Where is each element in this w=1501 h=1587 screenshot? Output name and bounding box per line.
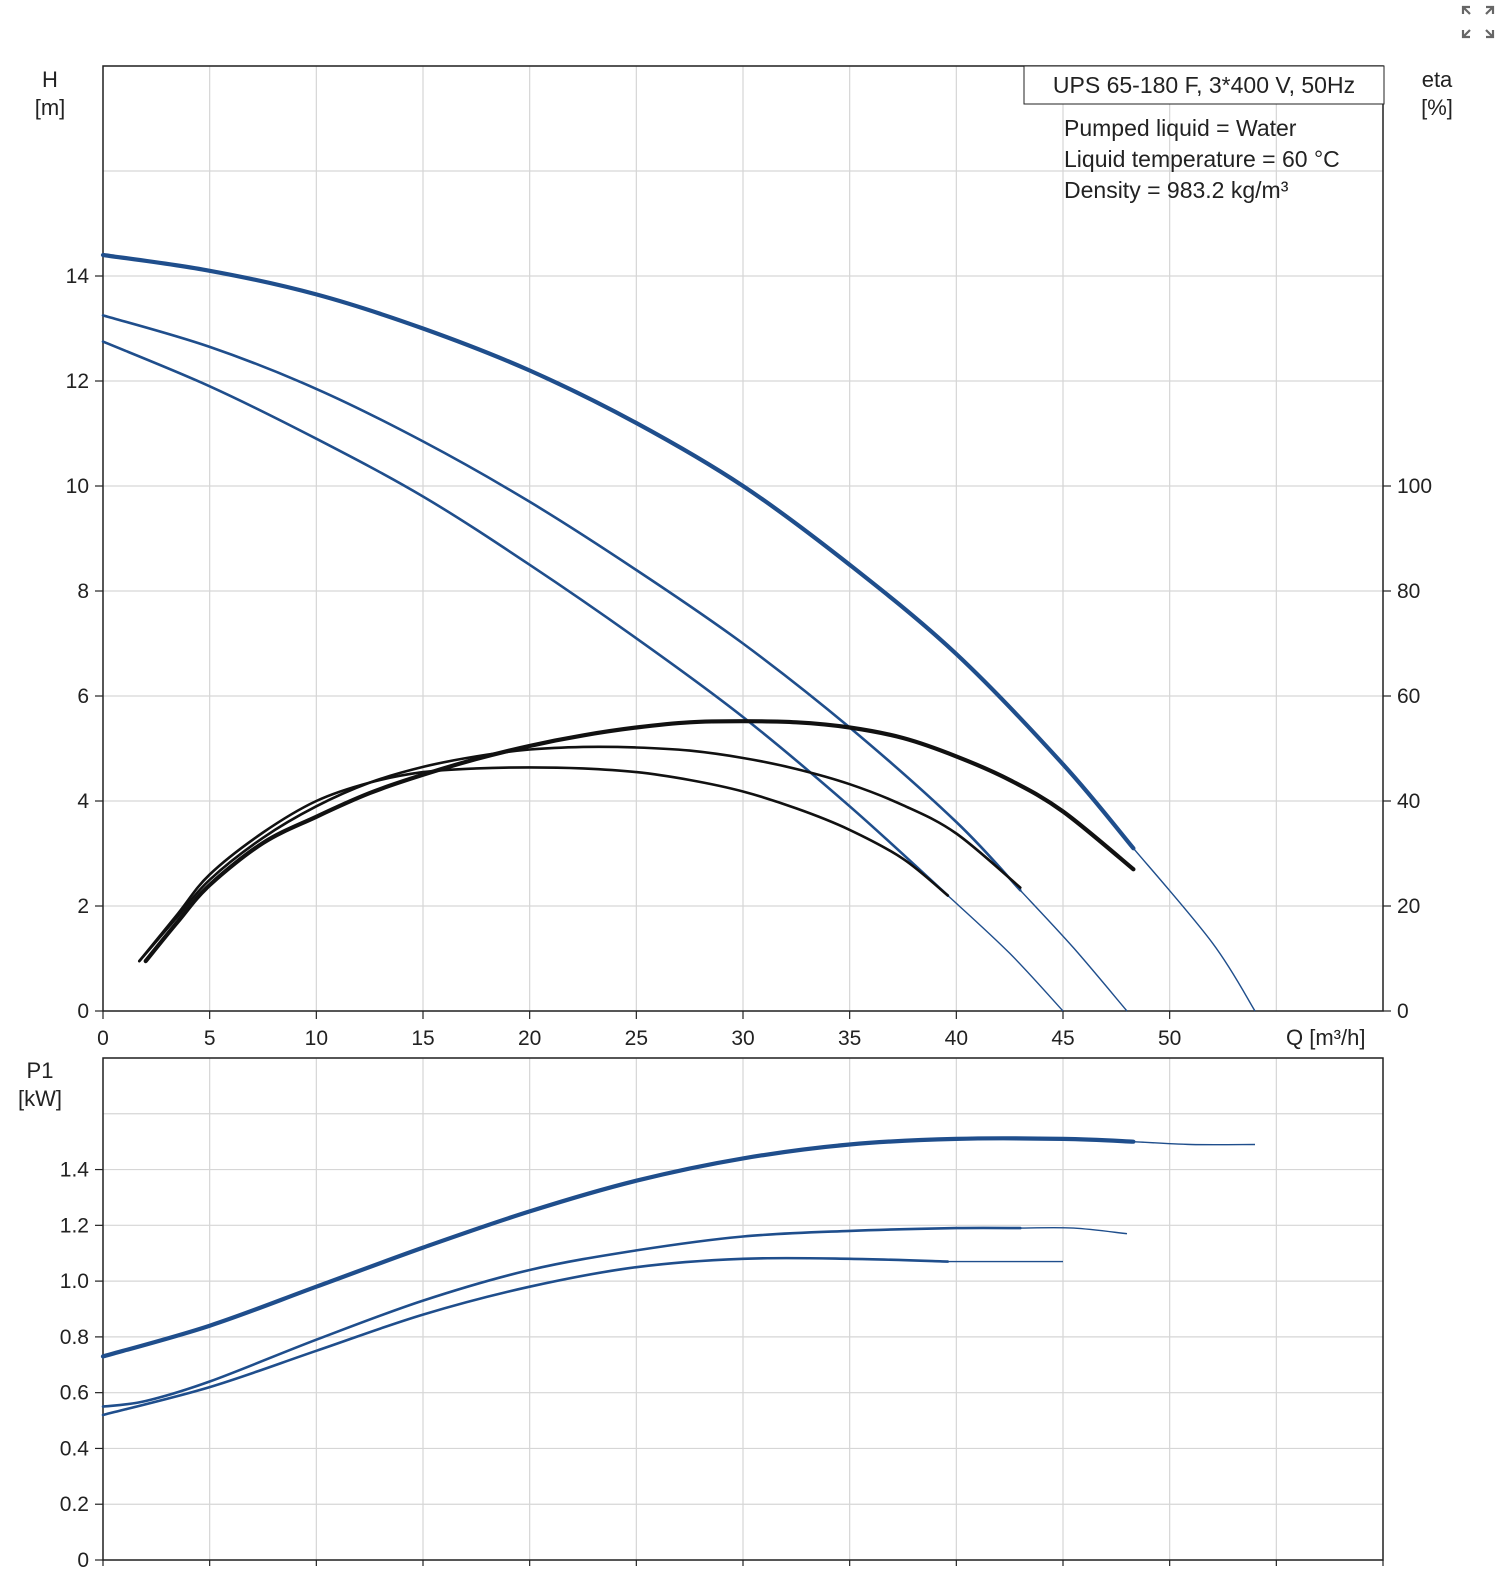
y-tick-label: 0.4 [60, 1437, 90, 1460]
y-tick-label: 6 [77, 685, 89, 708]
power-chart-series [100, 1136, 1256, 1417]
y-axis-unit-power: [kW] [18, 1086, 62, 1111]
y-axis-unit-head: [m] [35, 95, 66, 120]
x-tick-label: 20 [518, 1027, 541, 1050]
head-curve-line [101, 314, 1022, 892]
power-chart-ticks: 0 0.2 0.4 0.6 0.8 1.0 1.2 1.4 [60, 1159, 1384, 1572]
head-curve-extension-line [1132, 847, 1256, 1012]
expand-button[interactable] [1460, 4, 1496, 40]
y-tick-label: 8 [77, 580, 89, 603]
head-chart-series [100, 252, 1256, 1012]
x-tick-label: 15 [411, 1027, 434, 1050]
y2-axis-unit-eta: [%] [1421, 95, 1453, 120]
x-tick-label: 0 [97, 1027, 109, 1050]
y2-tick-label: 0 [1397, 1000, 1409, 1023]
y2-tick-label: 100 [1397, 475, 1432, 498]
y2-axis-label-eta: eta [1422, 67, 1453, 92]
x-tick-label: 45 [1051, 1027, 1074, 1050]
y-tick-label: 4 [77, 790, 89, 813]
y-axis-label-power: P1 [27, 1058, 54, 1083]
chart-title-box [1023, 65, 1385, 105]
x-tick-label: 5 [204, 1027, 216, 1050]
head-curve-line [101, 340, 950, 897]
x-tick-label: 50 [1158, 1027, 1181, 1050]
power-curve-extension-line [1133, 1141, 1256, 1146]
y-tick-label: 0.6 [60, 1382, 89, 1405]
y-tick-label: 0.8 [60, 1326, 89, 1349]
efficiency-curve-line [138, 745, 1022, 963]
y-tick-label: 12 [66, 370, 89, 393]
y2-tick-label: 80 [1397, 580, 1420, 603]
y-tick-label: 1.4 [60, 1159, 90, 1182]
power-curve-extension-line [1020, 1227, 1128, 1235]
head-curve-line [100, 252, 1136, 851]
head-chart-ticks: 0 2 4 6 8 10 12 14 0 20 40 60 80 100 0 5 10 15 20 25 30 35 40 4… [66, 265, 1432, 1050]
y-tick-label: 2 [77, 895, 89, 918]
y-tick-label: 10 [66, 475, 89, 498]
y2-tick-label: 40 [1397, 790, 1420, 813]
y-tick-label: 1.2 [60, 1214, 89, 1237]
power-chart: 0 0.2 0.4 0.6 0.8 1.0 1.2 1.4 P1 [kW] [18, 1057, 1384, 1572]
y-tick-label: 1.0 [60, 1270, 89, 1293]
head-efficiency-chart: 0 2 4 6 8 10 12 14 0 20 40 60 80 100 0 5 10 15 20 25 30 35 40 4… [35, 65, 1453, 1050]
x-tick-label: 10 [305, 1027, 328, 1050]
power-curve-line [101, 1256, 950, 1417]
info-pumped-liquid: Pumped liquid = Water [1064, 115, 1297, 141]
x-axis-label-flow: Q [m³/h] [1286, 1025, 1365, 1050]
head-chart-grid [102, 65, 1384, 1012]
power-curve-line [101, 1226, 1022, 1408]
head-curve-extension-line [947, 894, 1064, 1012]
y-tick-label: 0.2 [60, 1493, 89, 1516]
head-curve-extension-line [1019, 889, 1128, 1012]
info-liquid-temperature: Liquid temperature = 60 °C [1064, 146, 1340, 172]
x-tick-label: 30 [731, 1027, 754, 1050]
x-tick-label: 35 [838, 1027, 861, 1050]
chart-title: UPS 65-180 F, 3*400 V, 50Hz [1053, 72, 1355, 98]
y-tick-label: 0 [77, 1000, 89, 1023]
y-tick-label: 14 [66, 265, 90, 288]
x-tick-label: 40 [945, 1027, 968, 1050]
y2-tick-label: 20 [1397, 895, 1420, 918]
x-tick-label: 25 [625, 1027, 648, 1050]
expand-icon [1461, 5, 1495, 39]
power-chart-grid [102, 1057, 1384, 1561]
info-density: Density = 983.2 kg/m³ [1064, 177, 1289, 203]
efficiency-curve-line [143, 719, 1136, 964]
y-axis-label-head: H [42, 67, 58, 92]
efficiency-curve-line [138, 766, 950, 963]
y2-tick-label: 60 [1397, 685, 1420, 708]
power-curve-line [100, 1136, 1136, 1359]
y-tick-label: 0 [77, 1549, 89, 1572]
